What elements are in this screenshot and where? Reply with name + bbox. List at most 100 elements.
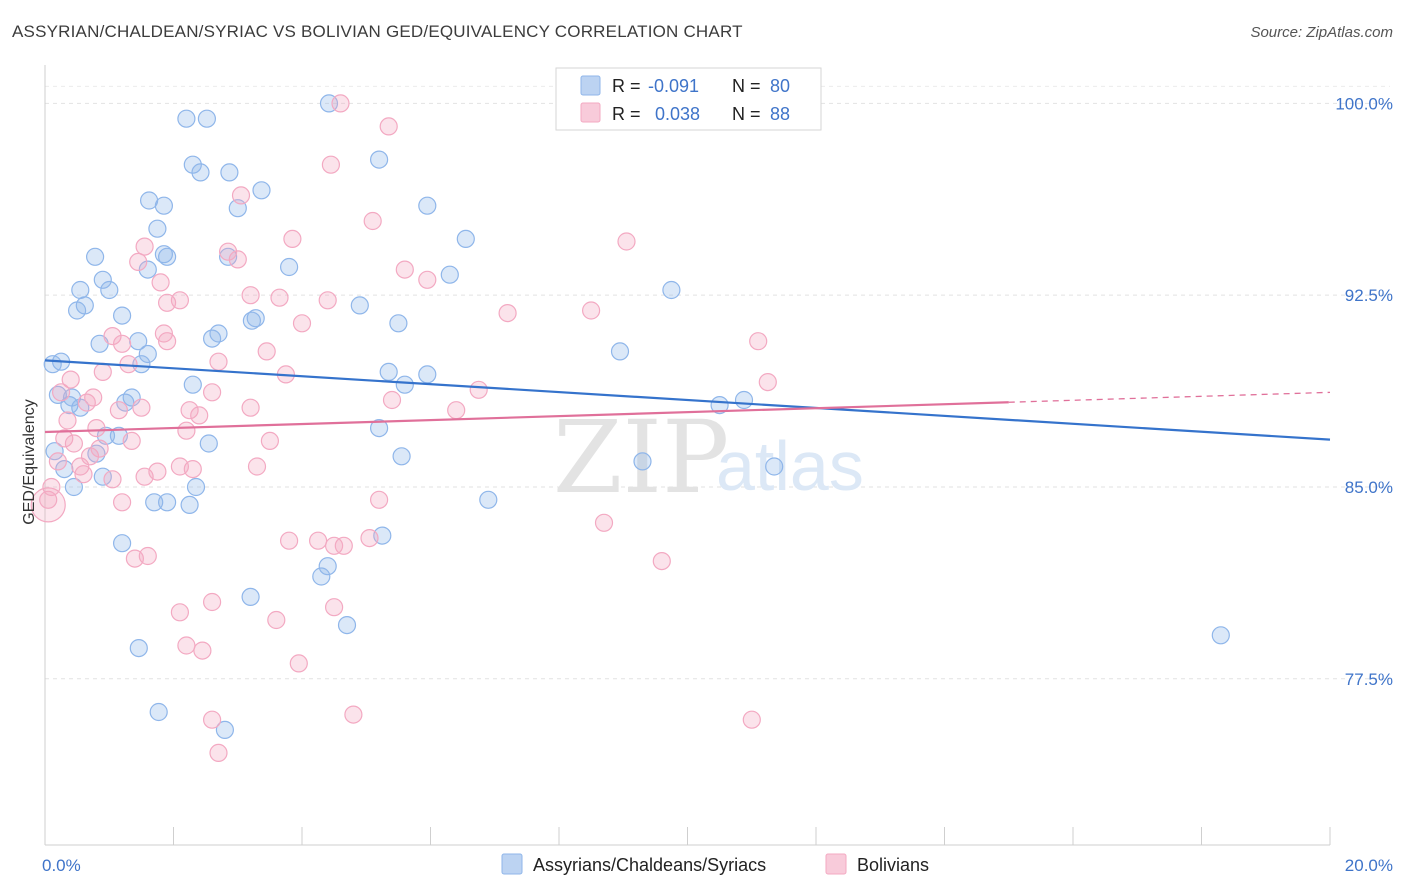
point-assyrians-71 xyxy=(318,557,337,576)
point-bolivians-42 xyxy=(363,211,382,231)
point-bolivians-63 xyxy=(203,592,222,612)
point-bolivians-34 xyxy=(257,342,276,361)
point-bolivians-67 xyxy=(267,610,286,630)
point-bolivians-70 xyxy=(344,705,363,724)
point-assyrians-56 xyxy=(145,493,164,512)
point-assyrians-7 xyxy=(75,296,94,315)
point-assyrians-41 xyxy=(395,375,414,394)
legend-swatch-bolivians[interactable] xyxy=(825,853,847,875)
point-assyrians-30 xyxy=(252,181,271,200)
point-assyrians-40 xyxy=(379,362,398,381)
point-bolivians-82 xyxy=(594,513,614,532)
point-bolivians-51 xyxy=(749,332,768,351)
point-assyrians-78 xyxy=(215,720,234,740)
point-assyrians-64 xyxy=(610,342,630,361)
point-bolivians-61 xyxy=(260,431,279,450)
point-bolivians-33 xyxy=(241,286,260,305)
point-bolivians-66 xyxy=(193,641,212,660)
stats-r-label-2: R = xyxy=(612,104,641,124)
point-bolivians-50 xyxy=(617,232,636,251)
point-bolivians-69 xyxy=(325,598,344,617)
point-bolivians-1 xyxy=(42,477,61,497)
point-assyrians-47 xyxy=(203,329,222,348)
point-assyrians-4 xyxy=(60,396,79,415)
point-bolivians-71 xyxy=(203,710,222,729)
point-bolivians-8 xyxy=(84,388,103,407)
watermark: ZIP atlas xyxy=(553,399,864,516)
point-assyrians-42 xyxy=(418,365,437,384)
stats-n-label-1: N = xyxy=(732,76,761,96)
point-bolivians-54 xyxy=(370,490,389,509)
data-points xyxy=(30,94,1230,763)
point-assyrians-25 xyxy=(197,109,216,128)
point-bolivians-74 xyxy=(125,549,144,568)
point-assyrians-76 xyxy=(129,638,148,658)
point-assyrians-9 xyxy=(85,247,105,266)
point-bolivians-17 xyxy=(129,252,148,271)
point-assyrians-21 xyxy=(148,219,167,238)
point-assyrians-37 xyxy=(370,150,389,169)
watermark-zip: ZIP xyxy=(553,399,729,516)
point-bolivians-48 xyxy=(498,304,517,323)
point-bolivians-56 xyxy=(334,536,353,555)
point-bolivians-60 xyxy=(241,398,260,417)
point-bolivians-81 xyxy=(148,462,167,481)
point-bolivians-44 xyxy=(395,260,414,279)
legend-swatch-assyrians[interactable] xyxy=(501,853,523,875)
point-assyrians-43 xyxy=(418,196,437,215)
point-assyrians-23 xyxy=(140,191,159,210)
point-assyrians-77 xyxy=(149,702,168,722)
point-assyrians-27 xyxy=(191,163,210,182)
point-bolivians-28 xyxy=(203,383,222,402)
stats-n-value-1: 80 xyxy=(770,76,790,96)
point-bolivians-10 xyxy=(93,362,112,381)
point-assyrians-11 xyxy=(93,270,112,289)
chart-title: ASSYRIAN/CHALDEAN/SYRIAC VS BOLIVIAN GED… xyxy=(12,22,743,41)
point-bolivians-85 xyxy=(51,383,71,402)
point-bolivians-41 xyxy=(331,94,350,113)
point-bolivians-38 xyxy=(292,314,312,333)
legend: Assyrians/Chaldeans/Syriacs Bolivians xyxy=(501,853,929,875)
point-assyrians-48 xyxy=(116,393,135,412)
point-bolivians-65 xyxy=(177,636,196,655)
axes xyxy=(44,65,1331,846)
point-bolivians-77 xyxy=(80,447,100,466)
point-bolivians-87 xyxy=(74,465,93,484)
point-bolivians-62 xyxy=(247,457,267,476)
point-bolivians-72 xyxy=(209,743,228,763)
point-assyrians-69 xyxy=(765,457,784,476)
stats-swatch-pink xyxy=(580,102,601,123)
point-assyrians-54 xyxy=(64,477,84,497)
point-assyrians-65 xyxy=(633,452,652,471)
point-bolivians-31 xyxy=(228,250,247,269)
point-bolivians-27 xyxy=(170,457,189,476)
y-tick-labels: 100.0% 92.5% 85.0% 77.5% xyxy=(1335,94,1393,688)
point-bolivians-79 xyxy=(122,431,141,450)
point-bolivians-23 xyxy=(177,421,196,440)
point-assyrians-68 xyxy=(734,390,754,410)
point-assyrians-75 xyxy=(112,534,132,553)
point-bolivians-53 xyxy=(382,390,402,410)
point-bolivians-35 xyxy=(270,288,289,307)
point-bolivians-12 xyxy=(109,401,129,420)
stats-swatch-blue xyxy=(580,75,601,96)
point-bolivians-25 xyxy=(190,406,209,425)
point-assyrians-58 xyxy=(180,495,199,514)
y-axis-label: GED/Equivalency xyxy=(21,399,38,524)
point-bolivians-43 xyxy=(379,117,398,136)
point-bolivians-49 xyxy=(581,301,601,320)
point-bolivians-30 xyxy=(219,242,238,261)
point-assyrians-63 xyxy=(479,490,498,509)
y-tick-label-1: 92.5% xyxy=(1345,286,1393,305)
point-bolivians-20 xyxy=(170,291,189,310)
point-bolivians-37 xyxy=(283,229,302,248)
trend-lines xyxy=(44,359,1331,441)
x-tick-label-1: 20.0% xyxy=(1345,856,1393,875)
point-bolivians-45 xyxy=(418,270,437,289)
point-assyrians-13 xyxy=(112,306,132,325)
point-assyrians-46 xyxy=(183,375,202,394)
point-assyrians-19 xyxy=(154,245,173,264)
point-assyrians-57 xyxy=(158,493,177,512)
point-bolivians-58 xyxy=(309,531,328,550)
